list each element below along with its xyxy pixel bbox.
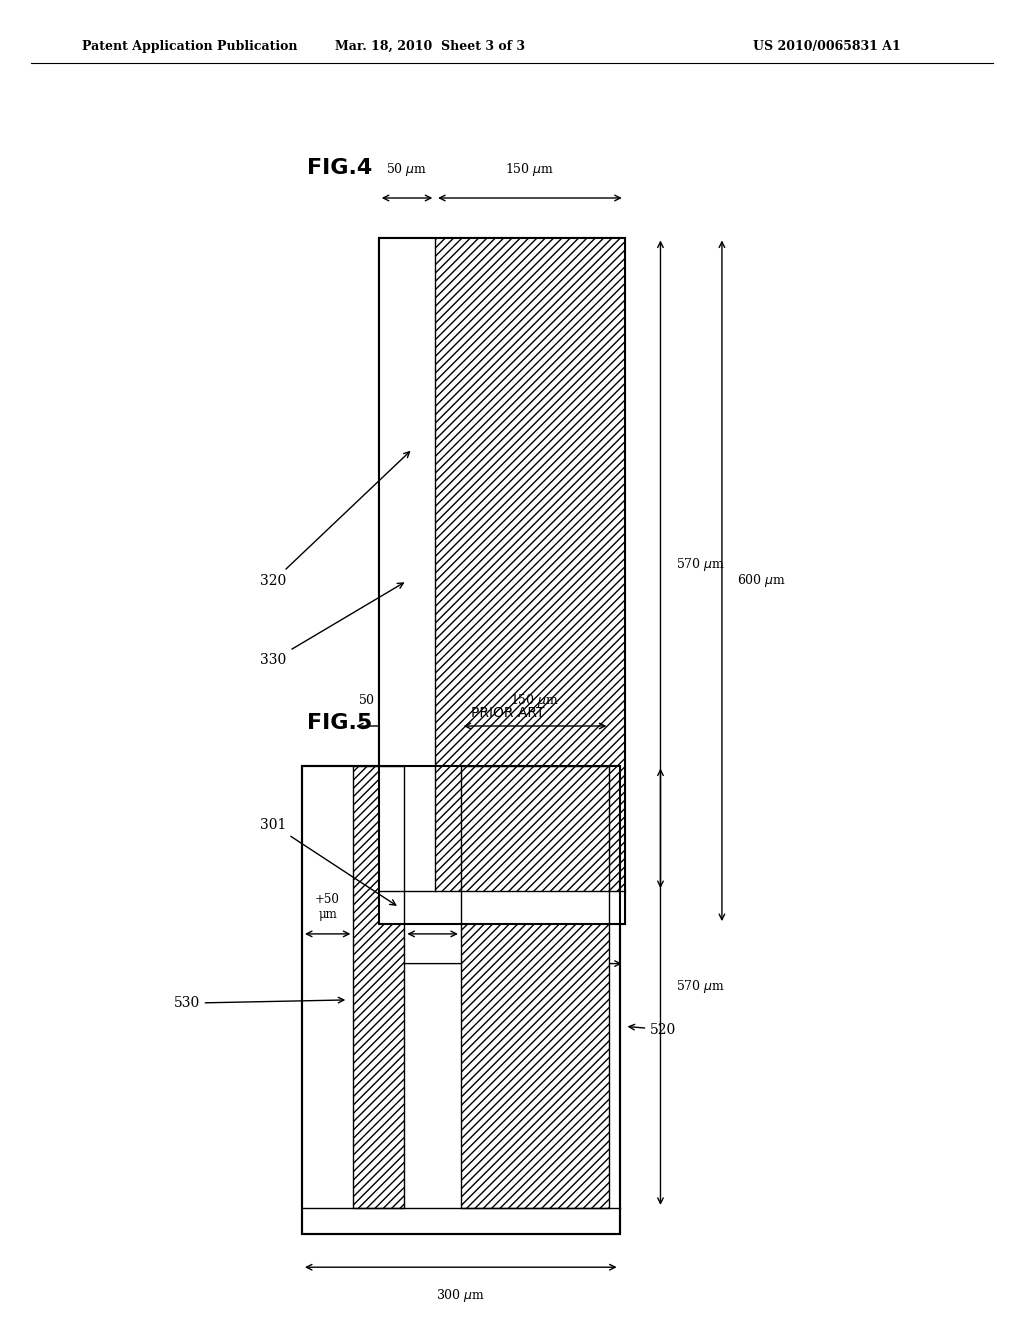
Bar bbox=[379, 238, 625, 924]
Text: 570 $\mu$m: 570 $\mu$m bbox=[676, 978, 725, 995]
Text: 320: 320 bbox=[260, 451, 410, 587]
Text: 150 $\mu$m: 150 $\mu$m bbox=[510, 692, 560, 709]
Text: 150 $\mu$m: 150 $\mu$m bbox=[505, 161, 555, 178]
Text: FIG.5: FIG.5 bbox=[307, 713, 373, 733]
Text: FIG.4: FIG.4 bbox=[307, 158, 373, 178]
Bar bbox=[379, 238, 625, 891]
Text: 520: 520 bbox=[629, 1023, 677, 1036]
Bar bbox=[379, 238, 435, 891]
Bar bbox=[353, 766, 404, 1208]
Text: Mar. 18, 2010  Sheet 3 of 3: Mar. 18, 2010 Sheet 3 of 3 bbox=[335, 40, 525, 53]
Text: 600 $\mu$m: 600 $\mu$m bbox=[737, 573, 786, 589]
Text: 200 $\mu$m: 200 $\mu$m bbox=[477, 983, 526, 1001]
Bar bbox=[353, 766, 404, 1208]
Text: +50
μm: +50 μm bbox=[315, 892, 340, 921]
Text: 530: 530 bbox=[173, 997, 344, 1010]
Bar bbox=[461, 766, 609, 1208]
Bar bbox=[379, 891, 625, 924]
Text: 50 $\mu$m: 50 $\mu$m bbox=[358, 692, 399, 709]
Text: 300 $\mu$m: 300 $\mu$m bbox=[436, 1287, 485, 1304]
Text: +50
μm: +50 μm bbox=[420, 892, 445, 921]
Text: 50 $\mu$m: 50 $\mu$m bbox=[386, 161, 428, 178]
Text: 570 $\mu$m: 570 $\mu$m bbox=[676, 556, 725, 573]
Text: PRIOR ART: PRIOR ART bbox=[471, 706, 545, 721]
Bar bbox=[379, 238, 625, 924]
Text: US 2010/0065831 A1: US 2010/0065831 A1 bbox=[754, 40, 901, 53]
Text: 301: 301 bbox=[260, 818, 395, 906]
Text: 330: 330 bbox=[260, 583, 403, 667]
Bar bbox=[302, 766, 620, 1234]
Text: Patent Application Publication: Patent Application Publication bbox=[82, 40, 297, 53]
Bar bbox=[302, 766, 620, 1234]
Bar bbox=[461, 766, 609, 1208]
